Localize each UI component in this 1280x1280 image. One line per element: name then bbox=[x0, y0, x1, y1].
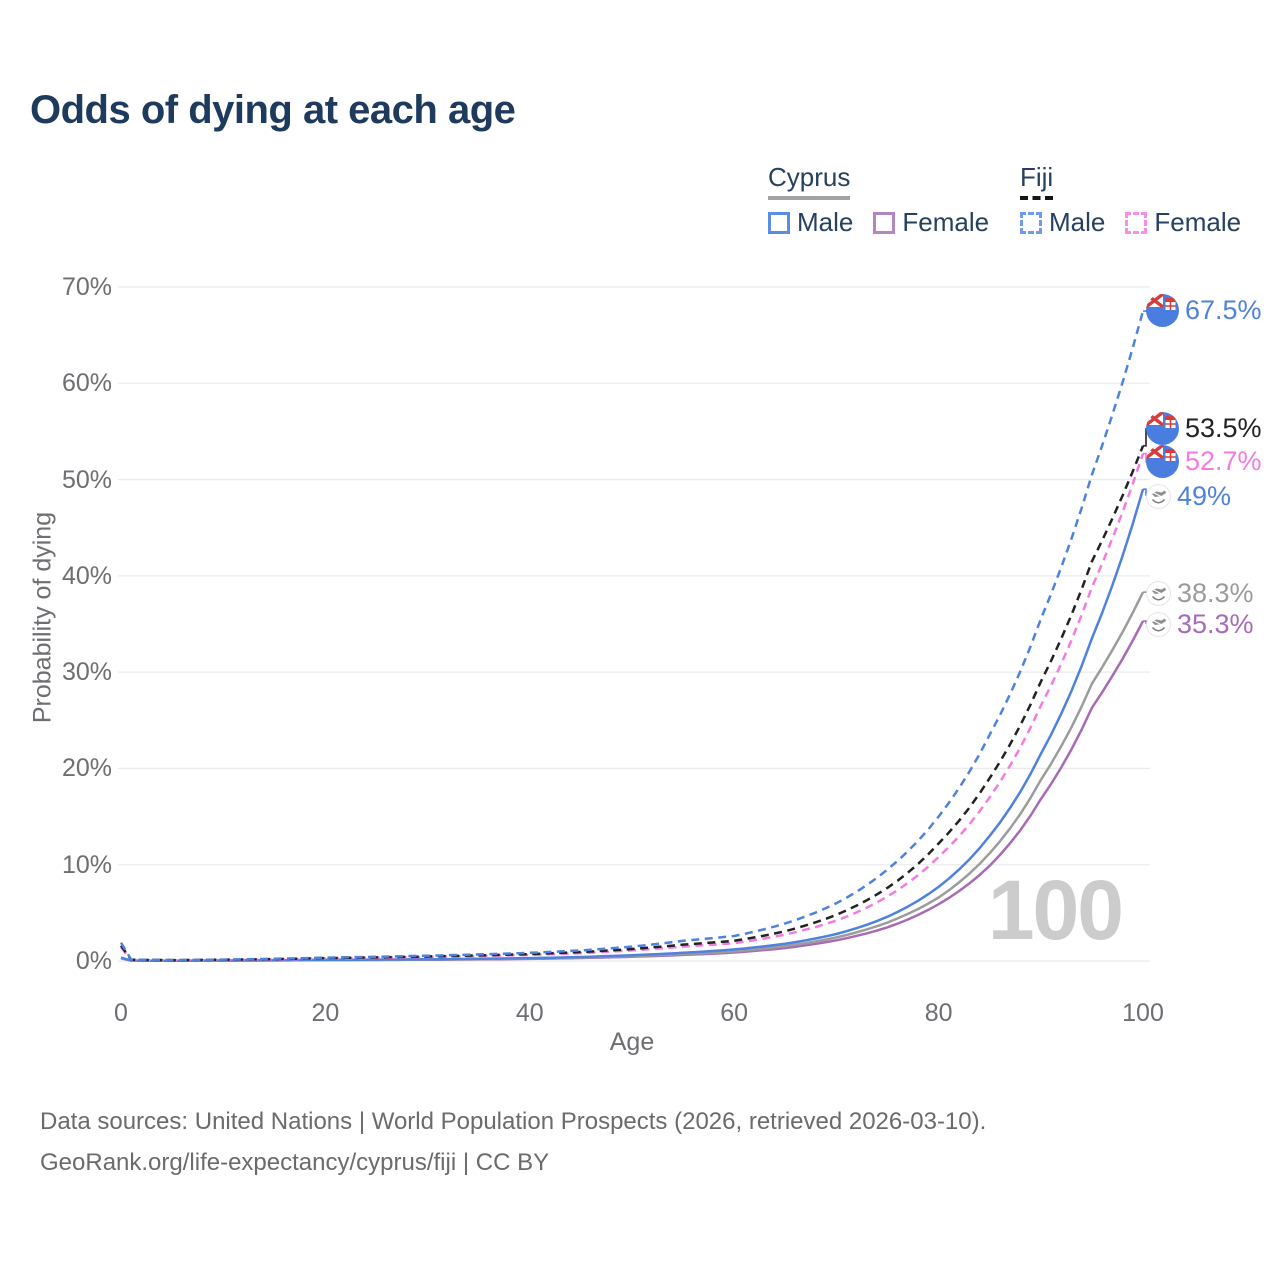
data-source-line2: GeoRank.org/life-expectancy/cyprus/fiji … bbox=[40, 1149, 550, 1176]
end-label-fiji-both: 53.5% bbox=[1146, 412, 1262, 445]
fiji-flag-icon bbox=[1146, 412, 1179, 445]
legend-group-fiji: Fiji Male Female bbox=[1020, 162, 1241, 238]
legend-label-cyprus-male: Male bbox=[797, 207, 854, 237]
y-axis-title: Probability of dying bbox=[28, 511, 57, 724]
cyprus-flag-icon bbox=[1146, 612, 1171, 637]
legend-group-cyprus: Cyprus Male Female bbox=[768, 162, 989, 238]
x-tick-label-20: 20 bbox=[311, 999, 340, 1027]
end-value: 49% bbox=[1177, 481, 1232, 511]
legend-label-cyprus-female: Female bbox=[902, 207, 990, 237]
end-label-fiji-female: 52.7% bbox=[1146, 445, 1262, 478]
y-tick-label-10: 10% bbox=[61, 850, 112, 879]
y-tick-label-0: 0% bbox=[75, 947, 112, 975]
end-value: 38.3% bbox=[1177, 578, 1254, 608]
x-tick-label-60: 60 bbox=[720, 999, 749, 1027]
end-label-cyprus-female: 35.3% bbox=[1146, 609, 1254, 640]
end-value: 53.5% bbox=[1185, 413, 1262, 443]
data-source-line1: Data sources: United Nations | World Pop… bbox=[40, 1108, 987, 1135]
legend-item-cyprus-female[interactable]: Female bbox=[873, 207, 989, 238]
legend-item-cyprus-male[interactable]: Male bbox=[768, 207, 853, 238]
cyprus-female-swatch-icon bbox=[873, 211, 896, 234]
y-tick-label-30: 30% bbox=[61, 658, 112, 687]
fiji-flag-icon bbox=[1146, 294, 1179, 327]
fiji-female-swatch-icon bbox=[1125, 211, 1148, 234]
page-title: Odds of dying at each age bbox=[30, 88, 516, 132]
legend-country-fiji[interactable]: Fiji bbox=[1020, 162, 1054, 200]
end-value: 52.7% bbox=[1185, 446, 1262, 476]
y-tick-label-50: 50% bbox=[61, 465, 112, 494]
x-tick-label-40: 40 bbox=[515, 999, 544, 1027]
legend-item-fiji-male[interactable]: Male bbox=[1020, 207, 1105, 238]
x-tick-label-80: 80 bbox=[924, 999, 953, 1027]
end-label-cyprus-male: 49% bbox=[1146, 481, 1231, 512]
fiji-flag-icon bbox=[1146, 445, 1179, 478]
legend-country-cyprus[interactable]: Cyprus bbox=[768, 162, 851, 200]
legend-label-fiji-female: Female bbox=[1154, 207, 1242, 237]
cyprus-flag-icon bbox=[1146, 581, 1171, 606]
end-label-fiji-male: 67.5% bbox=[1146, 294, 1262, 327]
cyprus-flag-icon bbox=[1146, 484, 1171, 509]
end-value: 67.5% bbox=[1185, 295, 1262, 325]
y-tick-label-60: 60% bbox=[61, 369, 112, 398]
legend-label-fiji-male: Male bbox=[1049, 207, 1106, 237]
age-watermark: 100 bbox=[987, 863, 1124, 957]
legend-item-fiji-female[interactable]: Female bbox=[1125, 207, 1241, 238]
y-tick-label-20: 20% bbox=[61, 754, 112, 783]
series-line-fiji-male[interactable] bbox=[119, 310, 1145, 962]
y-tick-label-40: 40% bbox=[61, 561, 112, 590]
x-axis-title: Age bbox=[609, 1028, 655, 1056]
x-tick-label-100: 100 bbox=[1122, 999, 1164, 1027]
x-tick-label-0: 0 bbox=[114, 999, 128, 1027]
end-value: 35.3% bbox=[1177, 609, 1254, 639]
y-tick-label-70: 70% bbox=[61, 273, 112, 301]
cyprus-male-swatch-icon bbox=[768, 211, 790, 234]
end-label-cyprus-both: 38.3% bbox=[1146, 578, 1254, 609]
fiji-male-swatch-icon bbox=[1020, 211, 1042, 234]
